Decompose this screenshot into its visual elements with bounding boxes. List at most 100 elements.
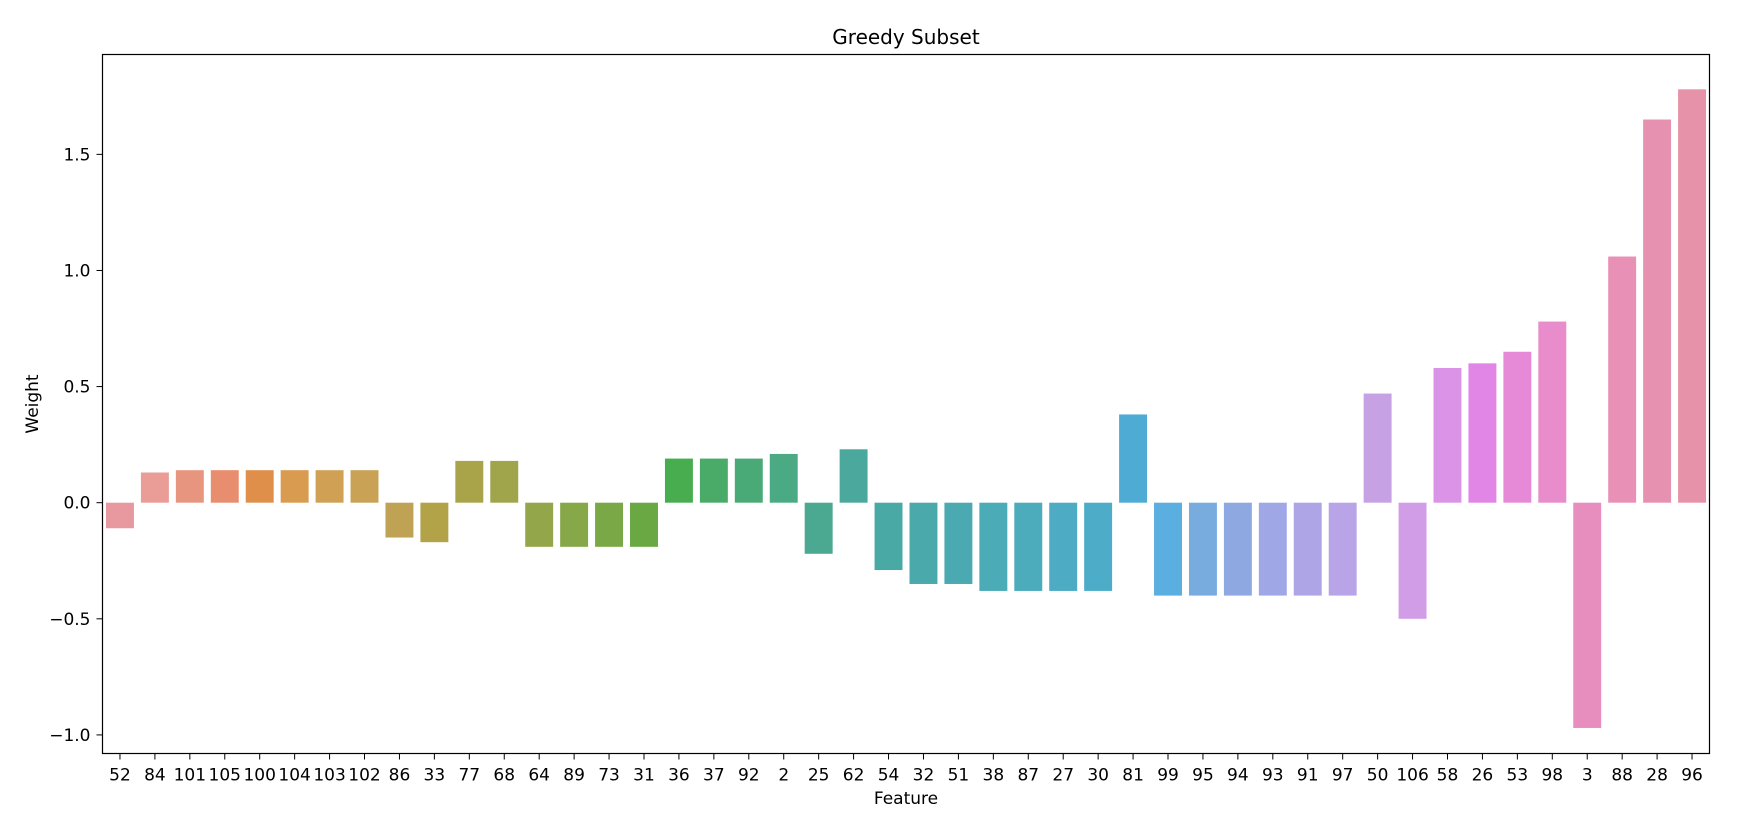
x-tick-label: 51 xyxy=(948,766,970,786)
y-tick-label: 0.5 xyxy=(63,378,90,398)
x-tick-label: 94 xyxy=(1227,766,1249,786)
bar-87 xyxy=(1014,502,1043,591)
x-tick-label: 102 xyxy=(348,766,380,786)
bar-100 xyxy=(245,470,274,503)
x-tick-label: 27 xyxy=(1052,766,1074,786)
x-tick-label: 68 xyxy=(493,766,515,786)
y-tick-label: 0.0 xyxy=(63,494,90,514)
x-tick-label: 81 xyxy=(1122,766,1144,786)
x-tick-label: 31 xyxy=(633,766,655,786)
bar-102 xyxy=(350,470,379,503)
bar-103 xyxy=(315,470,344,503)
x-tick-label: 98 xyxy=(1541,766,1563,786)
bar-91 xyxy=(1293,502,1322,596)
bar-104 xyxy=(280,470,309,503)
bar-33 xyxy=(420,502,449,543)
x-axis-ticks: 52 84 101 105 100 104 103 102 86 33 77 68 64 89 73 31 36… xyxy=(109,753,1703,786)
x-tick-label: 103 xyxy=(313,766,345,786)
chart-title: Greedy Subset xyxy=(832,25,980,49)
bar-27 xyxy=(1049,502,1078,591)
x-tick-label: 36 xyxy=(668,766,690,786)
bar-31 xyxy=(630,502,658,547)
bar-95 xyxy=(1188,502,1217,596)
y-tick-label: 1.0 xyxy=(63,261,90,281)
bar-26 xyxy=(1468,363,1497,503)
x-tick-label: 52 xyxy=(109,766,131,786)
bar-101 xyxy=(175,470,204,503)
bar-93 xyxy=(1258,502,1287,596)
bar-77 xyxy=(455,460,484,503)
x-tick-label: 77 xyxy=(458,766,480,786)
bar-25 xyxy=(804,502,833,554)
bar-37 xyxy=(699,458,728,503)
bar-51 xyxy=(944,502,973,584)
x-tick-label: 100 xyxy=(243,766,275,786)
x-tick-label: 62 xyxy=(843,766,865,786)
bar-50 xyxy=(1363,393,1392,503)
x-tick-label: 89 xyxy=(563,766,585,786)
x-tick-label: 96 xyxy=(1681,766,1703,786)
bar-53 xyxy=(1503,351,1532,503)
bar-73 xyxy=(595,502,624,547)
bar-58 xyxy=(1433,368,1462,503)
plot-frame xyxy=(101,53,1711,755)
bars-group xyxy=(105,89,1707,728)
bar-106 xyxy=(1398,502,1427,619)
x-tick-label: 28 xyxy=(1646,766,1668,786)
x-tick-label: 38 xyxy=(983,766,1005,786)
x-tick-label: 95 xyxy=(1192,766,1214,786)
x-tick-label: 92 xyxy=(738,766,760,786)
x-tick-label: 53 xyxy=(1507,766,1529,786)
bar-54 xyxy=(874,502,903,571)
y-tick-label: −1.0 xyxy=(49,726,90,746)
x-tick-label: 50 xyxy=(1367,766,1389,786)
bar-98 xyxy=(1538,321,1567,503)
x-tick-label: 91 xyxy=(1297,766,1319,786)
bar-68 xyxy=(490,460,519,503)
x-tick-label: 58 xyxy=(1437,766,1459,786)
bar-28 xyxy=(1643,119,1672,503)
x-axis-label: Feature xyxy=(874,789,938,809)
x-tick-label: 84 xyxy=(144,766,166,786)
bar-52 xyxy=(105,502,134,529)
bar-62 xyxy=(839,449,868,503)
bar-30 xyxy=(1084,502,1113,591)
x-tick-label: 86 xyxy=(389,766,411,786)
x-tick-label: 3 xyxy=(1582,766,1593,786)
bar-97 xyxy=(1328,502,1357,596)
bar-81 xyxy=(1119,414,1148,503)
bar-94 xyxy=(1223,502,1252,596)
x-tick-label: 2 xyxy=(778,766,789,786)
x-tick-label: 99 xyxy=(1157,766,1179,786)
x-tick-label: 32 xyxy=(913,766,935,786)
bar-2 xyxy=(769,453,798,503)
x-tick-label: 106 xyxy=(1396,766,1428,786)
y-axis-ticks: −1.0 −0.5 0.0 0.5 1.0 1.5 xyxy=(49,145,103,746)
x-tick-label: 37 xyxy=(703,766,725,786)
x-tick-label: 30 xyxy=(1087,766,1109,786)
bar-64 xyxy=(525,502,554,547)
x-tick-label: 104 xyxy=(278,766,310,786)
bar-36 xyxy=(664,458,693,503)
x-tick-label: 97 xyxy=(1332,766,1354,786)
x-tick-label: 26 xyxy=(1472,766,1494,786)
bar-89 xyxy=(560,502,589,547)
bar-105 xyxy=(210,470,239,503)
bar-86 xyxy=(385,502,414,538)
bar-92 xyxy=(734,458,763,503)
x-tick-label: 88 xyxy=(1611,766,1633,786)
x-tick-label: 54 xyxy=(878,766,900,786)
x-tick-label: 73 xyxy=(598,766,620,786)
y-axis-label: Weight xyxy=(23,374,43,434)
x-tick-label: 64 xyxy=(528,766,550,786)
bar-3 xyxy=(1573,502,1602,728)
bar-96 xyxy=(1678,89,1707,503)
x-tick-label: 105 xyxy=(209,766,241,786)
x-tick-label: 101 xyxy=(174,766,206,786)
bar-88 xyxy=(1608,256,1637,503)
bar-99 xyxy=(1154,502,1182,596)
x-tick-label: 25 xyxy=(808,766,830,786)
x-tick-label: 93 xyxy=(1262,766,1284,786)
y-tick-label: 1.5 xyxy=(63,145,90,165)
